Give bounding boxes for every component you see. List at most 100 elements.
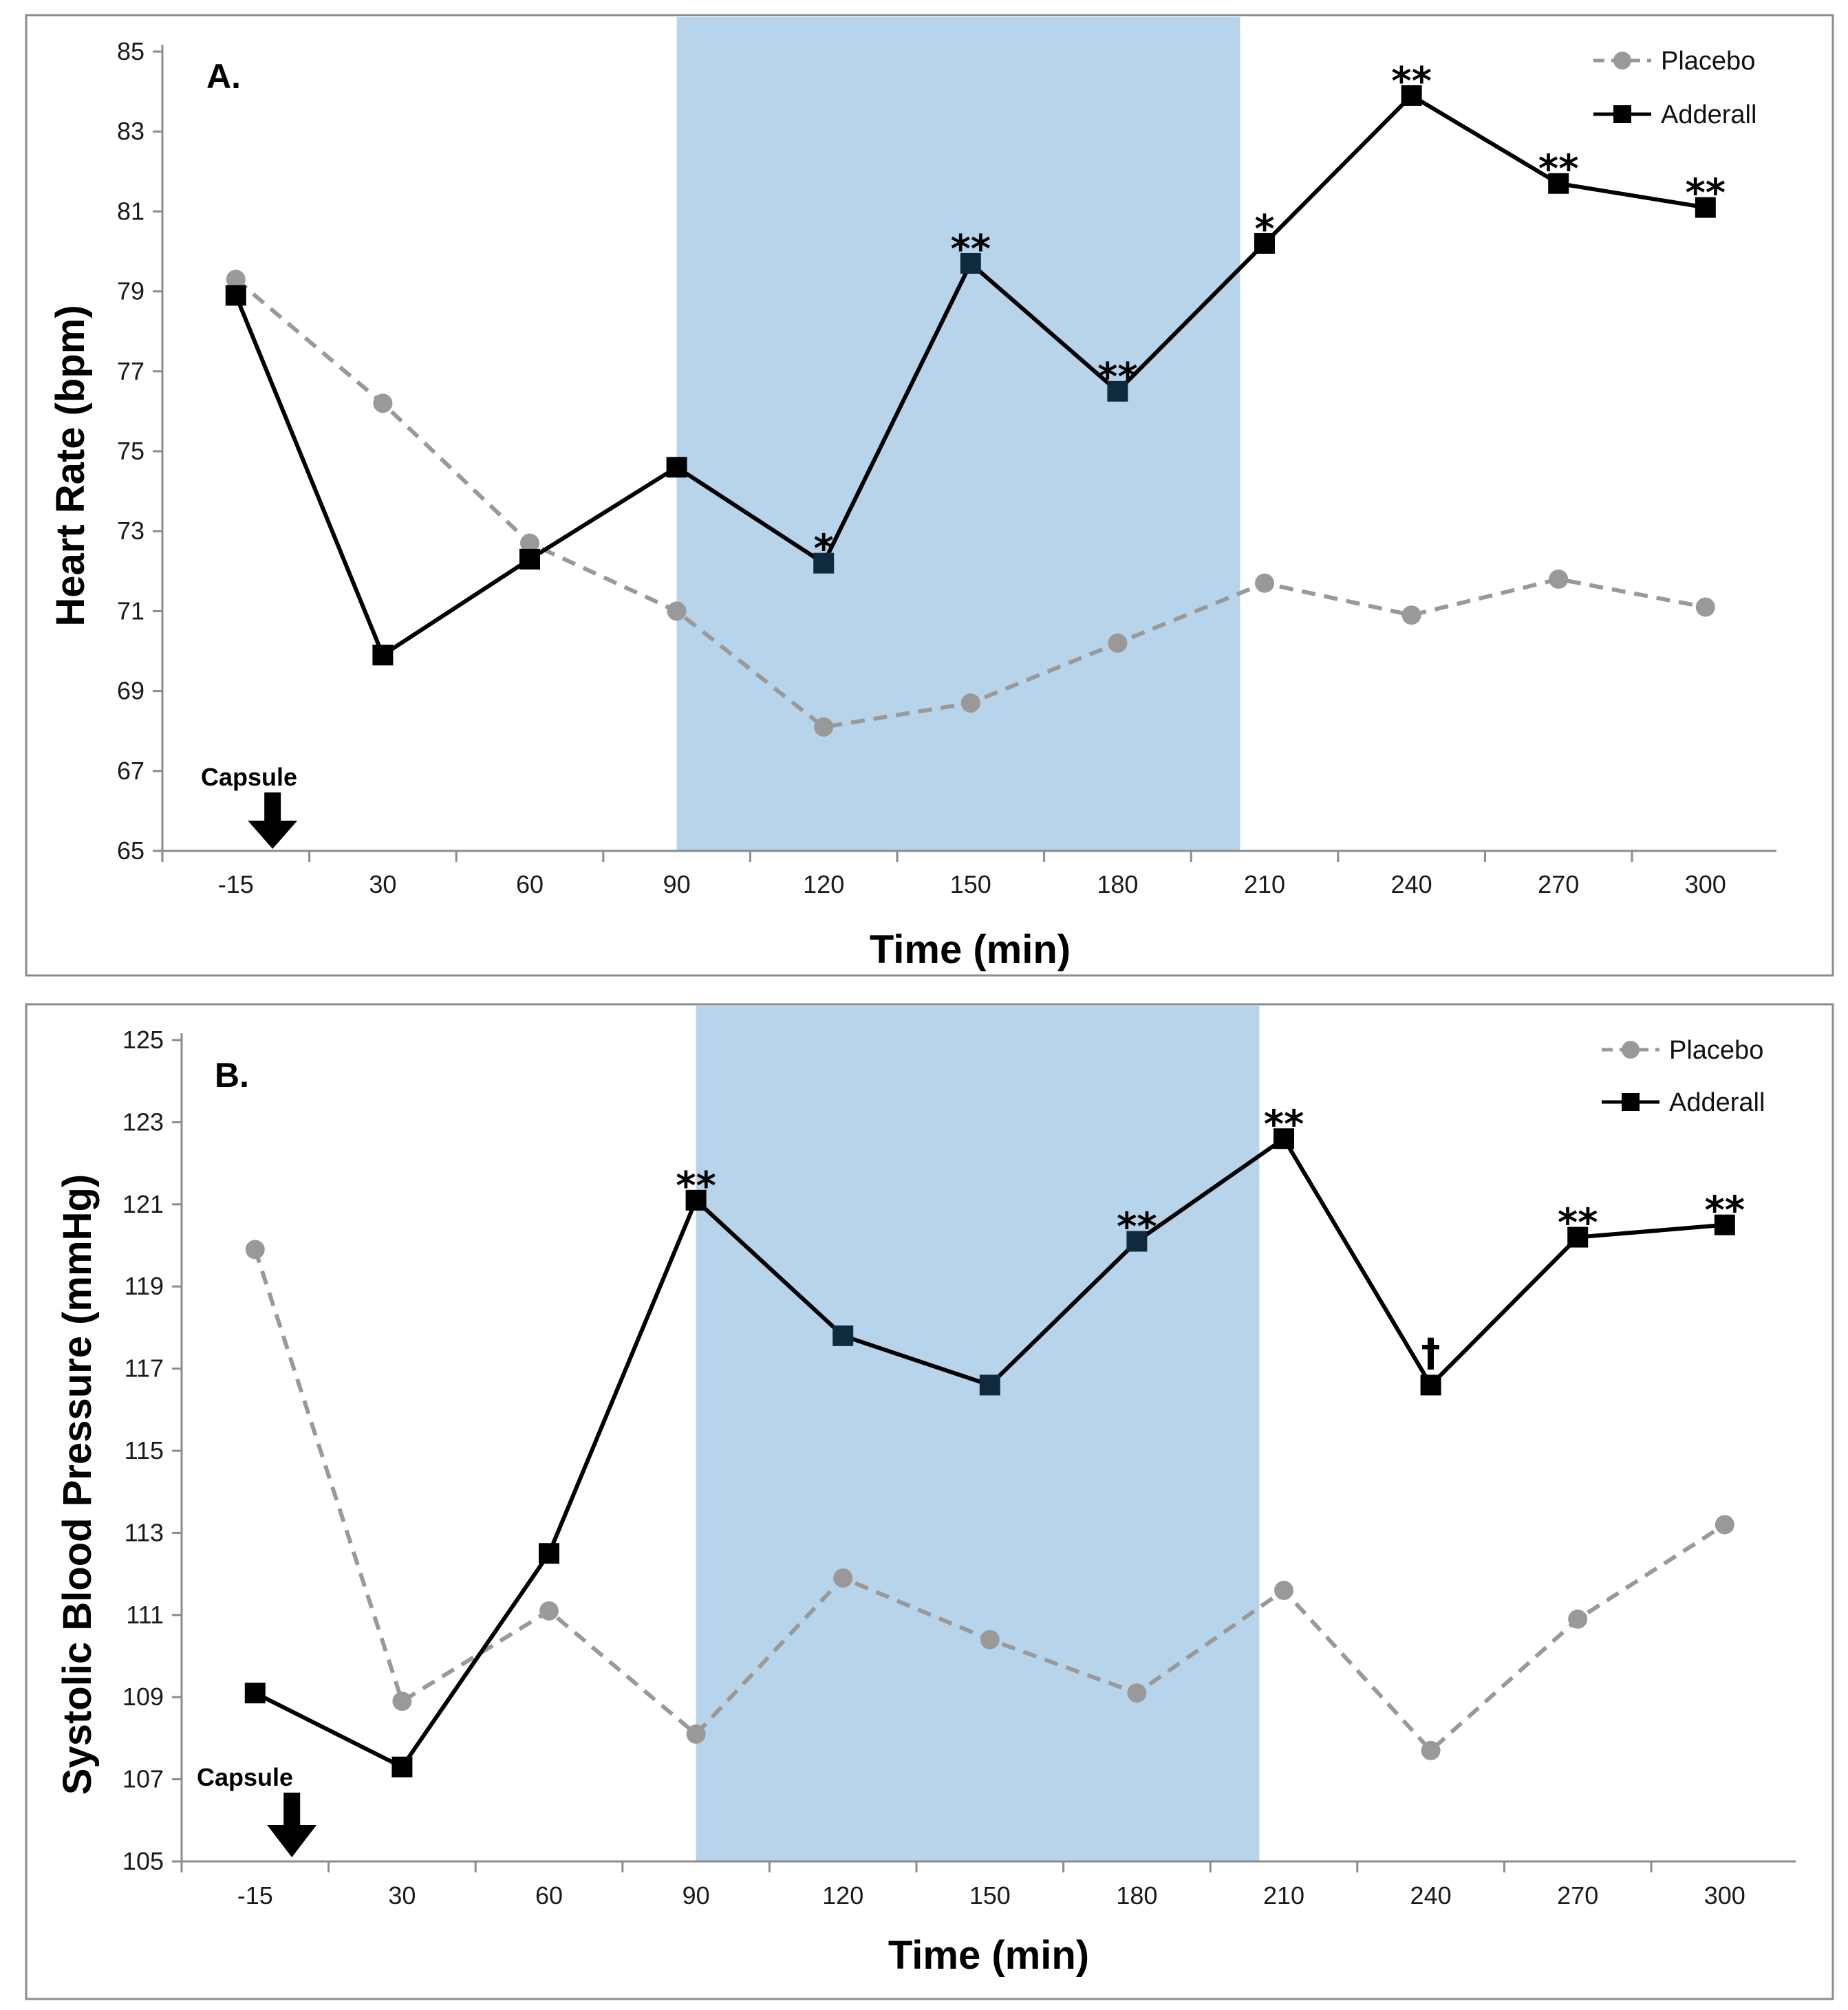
significance-marker: ** — [1097, 355, 1138, 400]
significance-marker: ** — [1538, 147, 1579, 192]
x-axis-title: Time (min) — [888, 1933, 1089, 1978]
panel-frame — [25, 14, 1834, 977]
point-adderall — [1401, 85, 1422, 106]
point-adderall — [1567, 1226, 1589, 1248]
y-tick-label: 77 — [117, 357, 144, 385]
y-tick-label: 105 — [122, 1847, 164, 1875]
legend-marker-placebo — [1613, 52, 1631, 69]
shaded-region — [676, 17, 1240, 851]
significance-marker: ** — [1264, 1102, 1304, 1147]
plot-area: 65 67 69 71 73 75 77 79 81 83 85 -15 30 60 90 120 150 180… — [117, 17, 1776, 898]
y-tick-label: 115 — [125, 1436, 164, 1465]
capsule-label: Capsule — [201, 763, 297, 791]
x-tick-label: -15 — [218, 870, 254, 898]
y-tick-label: 65 — [117, 836, 144, 865]
legend-marker-placebo — [1622, 1041, 1640, 1059]
significance-marker: ** — [1117, 1205, 1157, 1250]
x-tick-label: 90 — [663, 870, 691, 898]
capsule-arrowhead-icon — [248, 821, 298, 849]
legend: Placebo Adderall — [1593, 47, 1756, 129]
significance-marker: * — [1254, 207, 1274, 252]
y-tick-label: 113 — [125, 1518, 164, 1546]
panel-frame — [25, 1003, 1834, 2000]
point-adderall — [960, 252, 981, 274]
y-tick-label: 79 — [117, 277, 144, 305]
x-tick-label: 240 — [1410, 1881, 1452, 1910]
x-tick-label: 180 — [1116, 1881, 1157, 1910]
y-tick-label: 69 — [117, 677, 144, 705]
panel-label: B. — [215, 1056, 249, 1094]
legend-label-adderall: Adderall — [1661, 100, 1756, 129]
y-tick-label: 71 — [117, 596, 144, 625]
point-placebo — [1108, 633, 1128, 653]
significance-marker: * — [814, 527, 834, 572]
capsule-arrow-icon — [264, 792, 281, 824]
point-placebo — [1421, 1740, 1441, 1760]
point-adderall — [1274, 1128, 1294, 1149]
x-tick-label: 120 — [803, 870, 844, 898]
y-tick-label: 81 — [117, 197, 144, 225]
x-tick-label: 270 — [1538, 870, 1579, 898]
x-tick-label: 150 — [969, 1881, 1011, 1910]
point-adderall — [225, 285, 246, 306]
point-adderall — [813, 552, 835, 574]
point-adderall — [372, 645, 394, 666]
significance-marker: ** — [1686, 171, 1726, 216]
capsule-arrow-icon — [283, 1793, 301, 1828]
point-placebo — [1127, 1683, 1147, 1703]
point-adderall — [519, 548, 540, 570]
x-tick-label: 90 — [683, 1881, 710, 1910]
significance-marker: ** — [676, 1164, 716, 1209]
x-tick-label: 150 — [950, 870, 991, 898]
point-adderall — [1714, 1214, 1735, 1235]
x-tick-label: 60 — [535, 1881, 563, 1910]
x-tick-label: 240 — [1391, 870, 1432, 898]
y-tick-label: 119 — [125, 1272, 164, 1300]
x-tick-label: 120 — [822, 1881, 863, 1910]
y-tick-label: 121 — [122, 1190, 164, 1218]
point-adderall — [391, 1756, 413, 1777]
significance-marker: ** — [1558, 1201, 1598, 1246]
point-placebo — [520, 533, 539, 553]
x-tick-label: 270 — [1557, 1881, 1598, 1910]
y-tick-label: 109 — [122, 1683, 164, 1711]
plot-area: 105 107 109 111 113 115 117 119 121 123 125 -15 30 60… — [122, 1006, 1796, 1910]
point-placebo — [1549, 569, 1569, 589]
y-tick-label: 123 — [122, 1107, 164, 1136]
point-adderall — [1420, 1374, 1441, 1396]
point-adderall — [979, 1374, 1000, 1396]
x-tick-label: 60 — [516, 870, 544, 898]
point-placebo — [667, 601, 687, 621]
point-placebo — [1255, 573, 1274, 593]
x-tick-label: 300 — [1704, 1881, 1745, 1910]
point-adderall — [685, 1189, 707, 1211]
y-tick-label: 125 — [122, 1026, 164, 1054]
point-adderall — [1254, 233, 1275, 254]
x-tick-label: -15 — [237, 1881, 273, 1910]
point-placebo — [686, 1724, 706, 1744]
point-placebo — [539, 1601, 559, 1621]
point-placebo — [392, 1692, 412, 1711]
x-axis-title: Time (min) — [870, 927, 1071, 972]
point-adderall — [1107, 380, 1128, 402]
x-tick-label: 210 — [1263, 1881, 1304, 1910]
x-tick-label: 30 — [388, 1881, 416, 1910]
point-placebo — [814, 717, 834, 737]
y-axis-title: Systolic Blood Pressure (mmHg) — [55, 1174, 100, 1795]
legend: Placebo Adderall — [1602, 1036, 1765, 1117]
panel-a-heart-rate: 65 67 69 71 73 75 77 79 81 83 85 -15 30 60 90 120 150 180… — [25, 14, 1834, 977]
point-placebo — [1274, 1580, 1293, 1600]
point-placebo — [833, 1568, 853, 1588]
legend-marker-adderall — [1622, 1093, 1640, 1111]
y-tick-label: 117 — [125, 1354, 164, 1383]
y-tick-label: 67 — [117, 757, 144, 785]
point-adderall — [1126, 1231, 1148, 1252]
significance-marker: ** — [1391, 59, 1432, 104]
point-adderall — [244, 1683, 266, 1704]
y-tick-label: 111 — [126, 1601, 164, 1629]
significance-marker: † — [1421, 1330, 1441, 1375]
legend-label-adderall: Adderall — [1669, 1088, 1765, 1117]
point-placebo — [226, 270, 246, 290]
point-placebo — [1401, 605, 1421, 625]
point-placebo — [1695, 597, 1715, 617]
